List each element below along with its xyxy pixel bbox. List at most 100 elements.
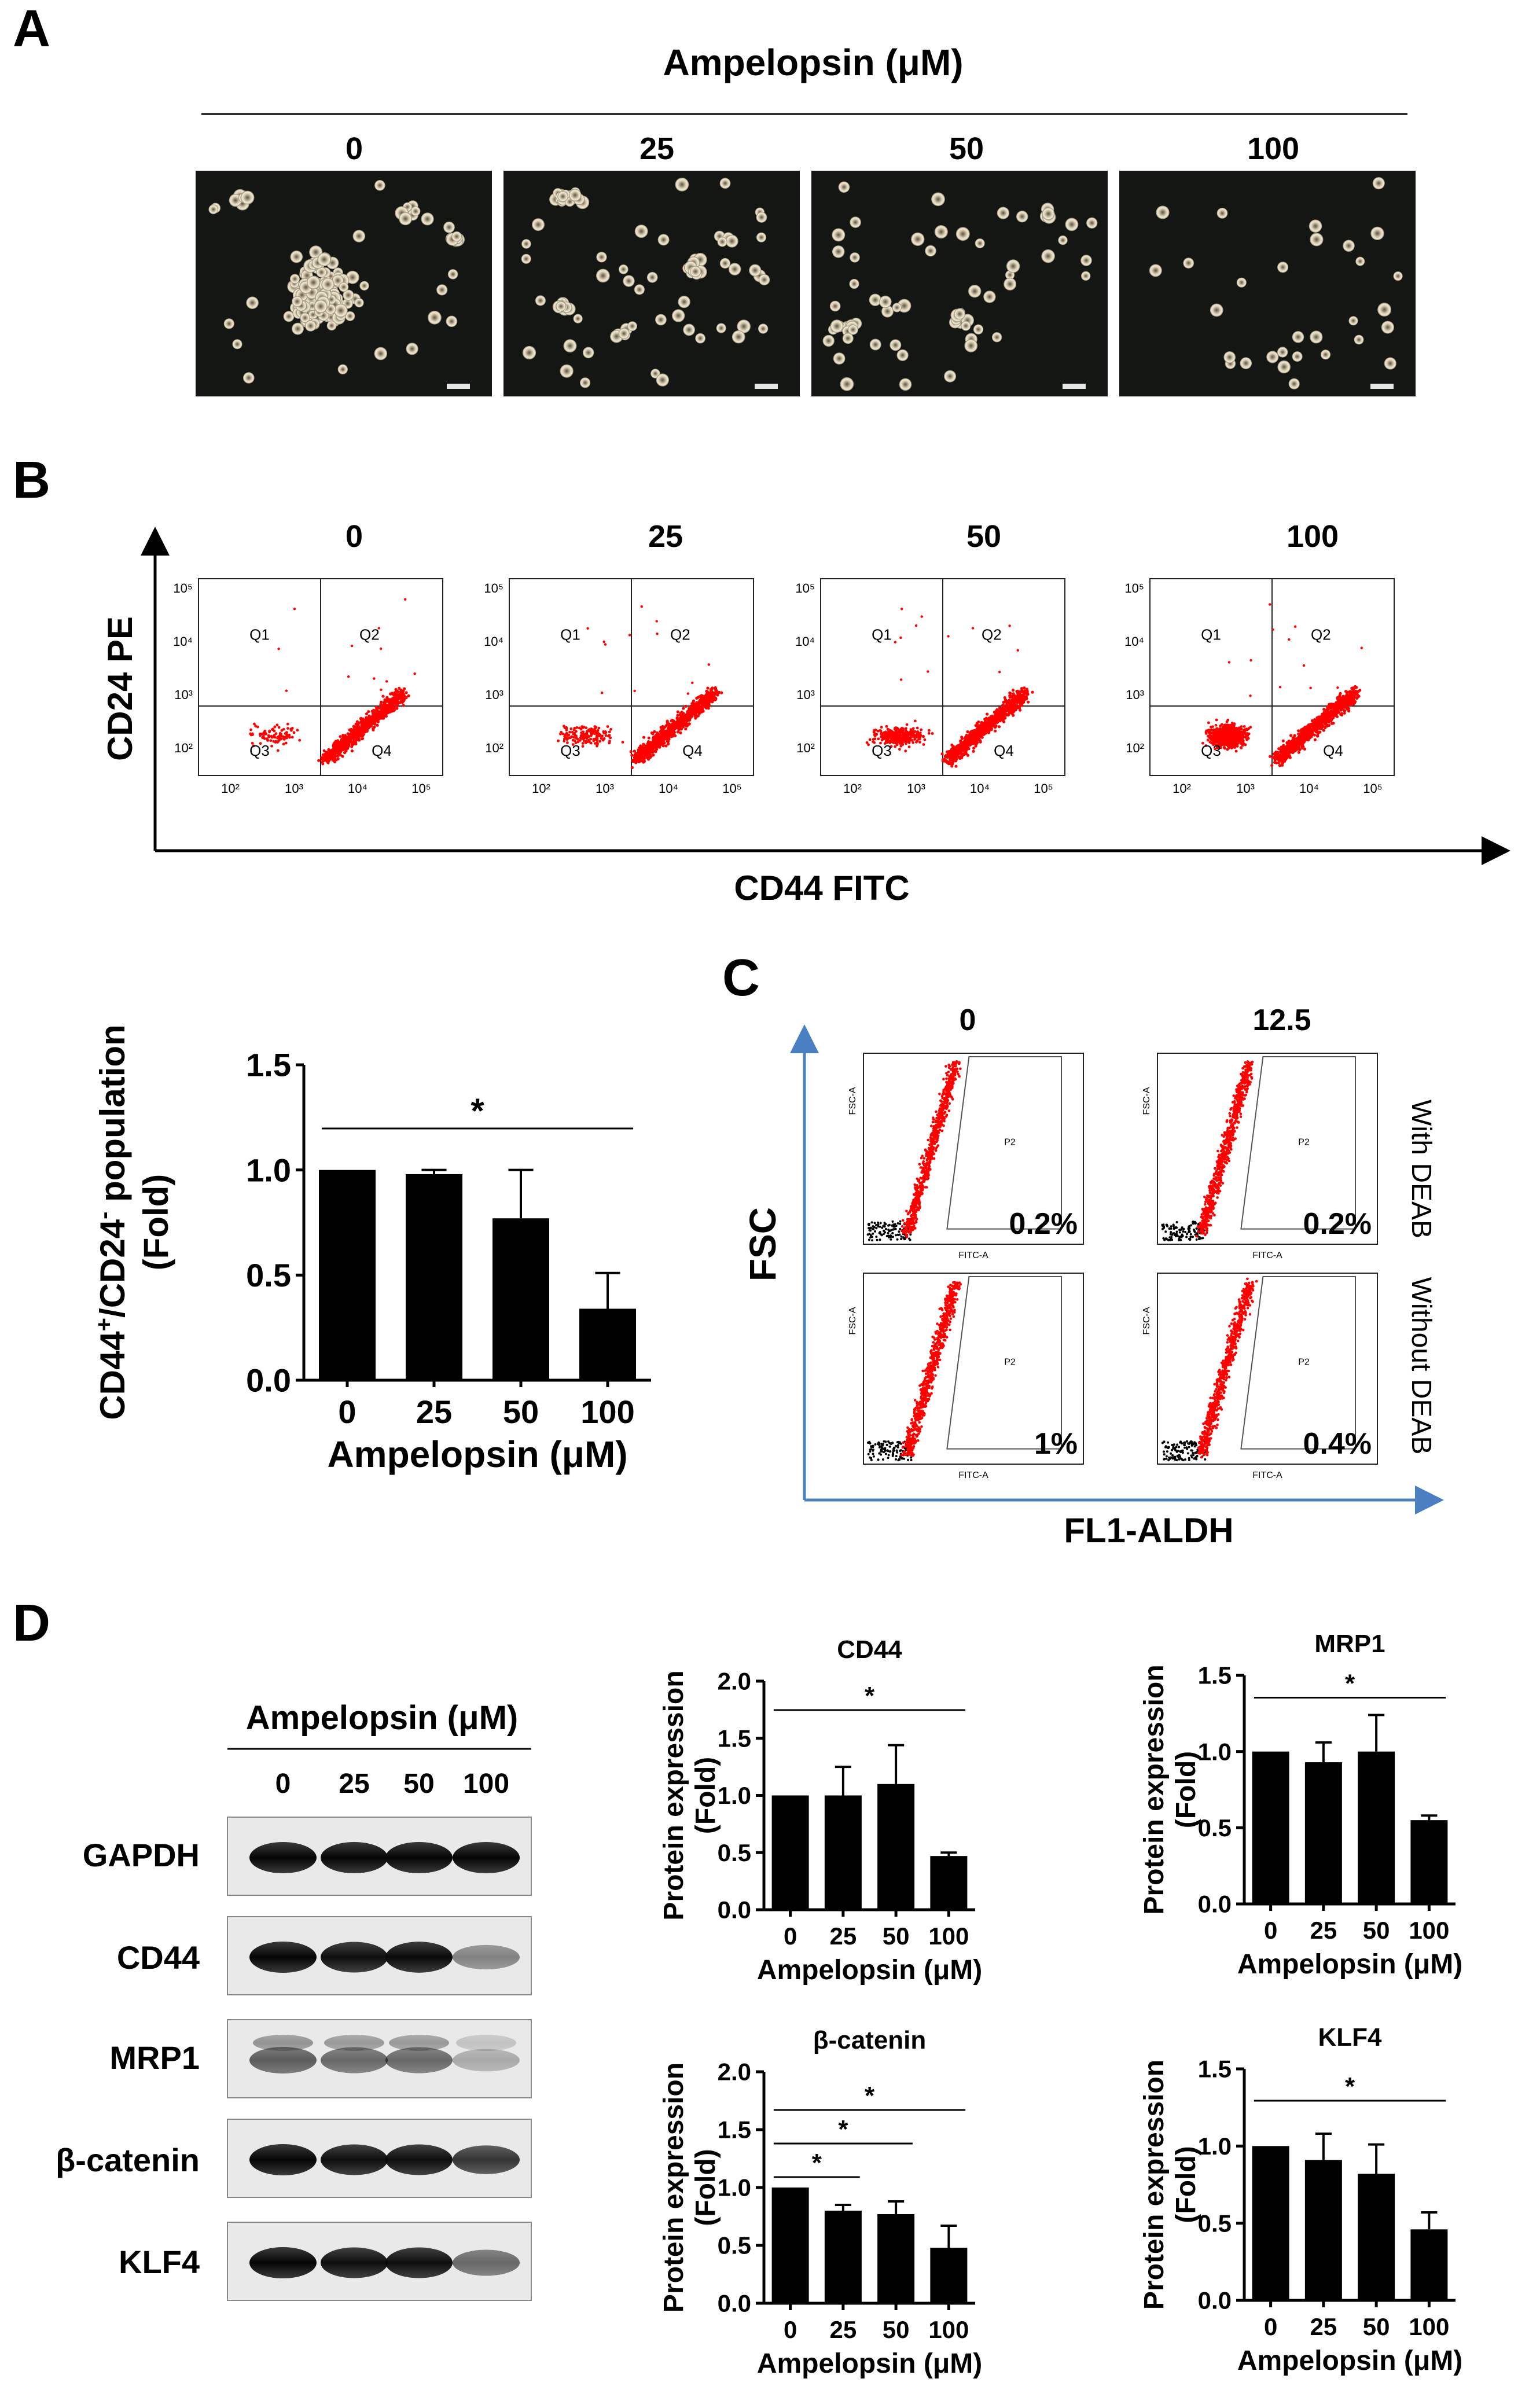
event-dot	[274, 732, 278, 735]
event-dot	[350, 745, 354, 748]
event-dot	[971, 730, 974, 733]
event-dot	[984, 731, 987, 735]
cell	[1216, 208, 1228, 219]
cell	[1183, 258, 1194, 269]
event-dot	[969, 737, 972, 740]
event-dot	[709, 688, 713, 691]
event-dot	[897, 737, 901, 740]
y-tick-label: 10⁵	[484, 581, 503, 595]
cell	[728, 263, 741, 275]
event-dot	[393, 696, 396, 700]
cell	[1343, 240, 1355, 252]
event-dot	[990, 718, 994, 722]
event-dot	[990, 728, 993, 731]
event-dot	[708, 696, 711, 700]
event-dot	[366, 721, 370, 725]
event-dot	[1008, 624, 1011, 627]
cell	[1354, 334, 1364, 345]
cell	[749, 264, 762, 277]
event-dot	[672, 722, 677, 726]
event-dot	[1015, 704, 1019, 707]
event-dot	[1027, 700, 1030, 704]
panel-letter-a: A	[13, 0, 50, 58]
cell	[646, 271, 658, 283]
event-dot	[1340, 712, 1343, 715]
event-dot	[1276, 752, 1279, 755]
event-dot	[877, 737, 880, 741]
event-dot	[701, 696, 705, 699]
event-dot	[276, 737, 279, 740]
cell	[931, 192, 945, 207]
cell	[848, 324, 858, 335]
event-dot	[602, 730, 605, 733]
event-dot	[1004, 705, 1008, 708]
event-dot	[671, 734, 675, 738]
cell	[596, 252, 607, 263]
panel-a-label-25: 25	[639, 131, 674, 166]
event-dot	[865, 741, 869, 744]
event-dot	[1288, 747, 1292, 750]
cell	[961, 321, 971, 331]
cell	[292, 322, 304, 335]
event-dot	[661, 728, 665, 731]
event-dot	[911, 741, 915, 744]
event-dot	[898, 748, 901, 751]
event-dot	[1348, 690, 1352, 693]
event-dot	[402, 704, 405, 707]
event-dot	[385, 696, 389, 699]
event-dot	[1335, 701, 1338, 704]
cell	[627, 321, 637, 331]
event-dot	[960, 755, 963, 758]
event-dot	[951, 759, 954, 762]
event-dot	[965, 742, 969, 746]
quadrant-label-q3: Q3	[872, 742, 892, 759]
event-dot	[602, 640, 605, 644]
panel-a-label-50: 50	[949, 131, 984, 166]
cell	[522, 345, 536, 360]
x-tick-label: 10³	[285, 781, 303, 796]
panel-b-y-title: CD24 PE	[101, 616, 139, 761]
cell	[556, 301, 567, 312]
event-dot	[918, 731, 922, 734]
event-dot	[650, 731, 653, 735]
y-tick-label: 10³	[174, 688, 193, 702]
event-dot	[874, 729, 877, 731]
cell	[869, 293, 882, 306]
event-dot	[594, 731, 598, 735]
cell	[655, 314, 667, 326]
event-dot	[317, 759, 321, 762]
micrograph-50	[811, 171, 1108, 396]
event-dot	[356, 727, 360, 731]
event-dot	[1344, 704, 1347, 708]
cell	[1292, 351, 1303, 362]
event-dot	[284, 741, 288, 745]
event-dot	[682, 707, 685, 710]
cell	[374, 347, 388, 361]
event-dot	[987, 729, 991, 733]
event-dot	[972, 747, 976, 750]
event-dot	[1012, 692, 1015, 696]
event-dot	[1346, 694, 1350, 697]
event-dot	[598, 740, 601, 743]
event-dot	[661, 737, 664, 740]
event-dot	[604, 643, 607, 646]
cell	[634, 284, 645, 295]
y-tick-label: 10⁵	[173, 581, 193, 595]
quadrant-label-q4: Q4	[372, 742, 392, 759]
cell	[717, 237, 727, 247]
event-dot	[267, 735, 271, 738]
event-dot	[1307, 738, 1310, 742]
cell	[1156, 205, 1170, 219]
cell	[832, 245, 845, 258]
event-dot	[705, 700, 709, 704]
cell	[822, 334, 835, 347]
cell	[973, 324, 984, 334]
cell	[944, 370, 957, 383]
cell	[447, 269, 458, 280]
cell	[1292, 331, 1304, 343]
event-dot	[608, 741, 611, 745]
event-dot	[1320, 720, 1324, 724]
event-dot	[659, 726, 663, 729]
cell	[563, 339, 577, 353]
event-dot	[609, 727, 612, 731]
